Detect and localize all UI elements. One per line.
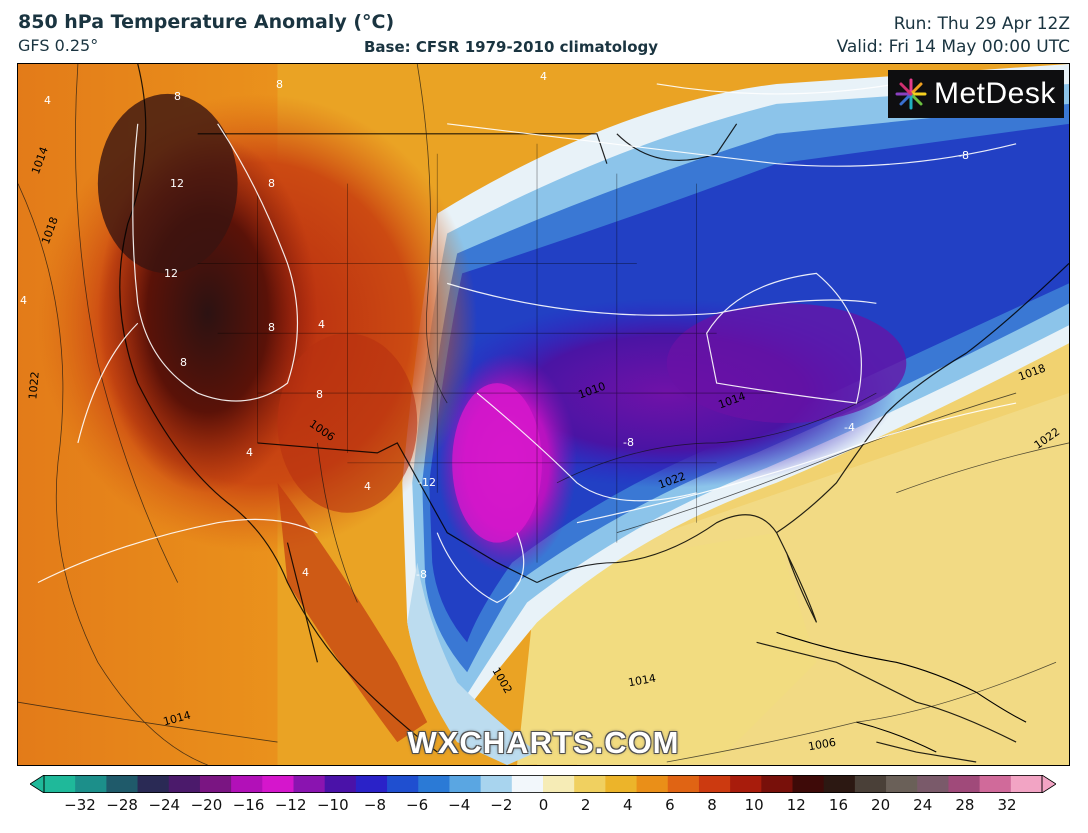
colorbar-ticks: −32 −28 −24 −20 −16 −12 −10 −8 −6 −4 −2 0 2 4 6 8 10 12 16…: [0, 796, 1088, 820]
anomaly-label: -8: [958, 149, 969, 162]
colorbar-segment: [792, 775, 825, 793]
colorbar-segment: [511, 775, 544, 793]
anomaly-label: -4: [844, 421, 855, 434]
colorbar-segment: [137, 775, 170, 793]
anomaly-map[interactable]: 1014 1018 1022 1006 1010 1014 1018 1022 …: [17, 63, 1070, 766]
colorbar-segment: [44, 775, 76, 793]
anomaly-label: 4: [318, 318, 325, 331]
colorbar-segment: [823, 775, 856, 793]
colorbar-segment: [1010, 775, 1043, 793]
anomaly-label: 8: [316, 388, 323, 401]
anomaly-label: 4: [20, 294, 27, 307]
anomaly-label: 12: [164, 267, 178, 280]
colorbar-tick-label: −6: [406, 796, 429, 814]
colorbar-segment: [355, 775, 388, 793]
anomaly-label: -8: [623, 436, 634, 449]
colorbar-tick-label: 8: [707, 796, 717, 814]
colorbar-segment: [418, 775, 451, 793]
colorbar-segment: [480, 775, 513, 793]
colorbar-min-arrow: [30, 775, 45, 793]
anomaly-label: 4: [364, 480, 371, 493]
map-canvas: [18, 64, 1069, 765]
colorbar-segment: [387, 775, 419, 793]
colorbar-segment: [761, 775, 794, 793]
chart-title: 850 hPa Temperature Anomaly (°C): [18, 11, 395, 33]
colorbar-segment: [605, 775, 638, 793]
colorbar-segment: [106, 775, 139, 793]
isobar-label: 1022: [26, 370, 42, 401]
run-time-label: Run: Thu 29 Apr 12Z: [893, 14, 1070, 34]
colorbar-border: [43, 775, 1043, 793]
colorbar: [30, 775, 1056, 793]
colorbar-segment: [698, 775, 731, 793]
colorbar-tick-label: −16: [232, 796, 265, 814]
colorbar-tick-label: −10: [316, 796, 349, 814]
colorbar-segment: [199, 775, 232, 793]
colorbar-tick-label: −28: [106, 796, 138, 814]
colorbar-segment: [324, 775, 357, 793]
metdesk-logo: MetDesk: [888, 70, 1064, 118]
colorbar-tick-label: 12: [786, 796, 806, 814]
anomaly-label: 8: [276, 78, 283, 91]
anomaly-label: 4: [44, 94, 51, 107]
colorbar-segment: [948, 775, 981, 793]
colorbar-tick-label: 4: [622, 796, 633, 814]
colorbar-segment: [574, 775, 606, 793]
colorbar-segment: [293, 775, 326, 793]
anomaly-label: -12: [418, 476, 436, 489]
anomaly-label: -8: [416, 568, 427, 581]
colorbar-tick-label: 28: [955, 796, 975, 814]
colorbar-segment: [636, 775, 669, 793]
colorbar-segment: [979, 775, 1012, 793]
colorbar-tick-label: −20: [190, 796, 223, 814]
colorbar-tick-label: −12: [274, 796, 307, 814]
colorbar-tick-label: 2: [580, 796, 591, 814]
anomaly-label: 4: [246, 446, 253, 459]
model-label: GFS 0.25°: [18, 36, 99, 55]
colorbar-segment: [667, 775, 700, 793]
colorbar-segment: [231, 775, 263, 793]
anomaly-label: 8: [268, 321, 275, 334]
colorbar-segment: [917, 775, 950, 793]
anomaly-label: 4: [540, 70, 547, 83]
metdesk-burst-icon: [895, 78, 927, 110]
colorbar-max-arrow: [1041, 775, 1056, 793]
colorbar-tick-label: −4: [448, 796, 471, 814]
colorbar-tick-label: 10: [744, 796, 764, 814]
colorbar-segment: [730, 775, 762, 793]
colorbar-tick-label: 16: [828, 796, 848, 814]
anomaly-label: 4: [302, 566, 309, 579]
colorbar-tick-label: 20: [871, 796, 891, 814]
climatology-base-label: Base: CFSR 1979-2010 climatology: [364, 38, 659, 56]
anomaly-label: 8: [174, 90, 181, 103]
anomaly-label: 8: [180, 356, 187, 369]
logo-text: MetDesk: [934, 77, 1056, 110]
colorbar-tick-label: −2: [490, 796, 513, 814]
colorbar-tick-label: −24: [148, 796, 181, 814]
colorbar-tick-label: 32: [997, 796, 1017, 814]
colorbar-segment: [449, 775, 482, 793]
colorbar-tick-label: 6: [665, 796, 675, 814]
colorbar-tick-label: −32: [64, 796, 96, 814]
colorbar-tick-label: 0: [538, 796, 549, 814]
colorbar-segment: [168, 775, 201, 793]
watermark: WXCHARTS.COM: [407, 725, 680, 760]
colorbar-segment: [886, 775, 918, 793]
valid-time-label: Valid: Fri 14 May 00:00 UTC: [836, 37, 1070, 57]
colorbar-segment: [543, 775, 575, 793]
colorbar-segment: [854, 775, 887, 793]
colorbar-segment: [262, 775, 295, 793]
anomaly-label: 12: [170, 177, 184, 190]
colorbar-tick-label: 24: [913, 796, 933, 814]
anomaly-label: 8: [268, 177, 275, 190]
colorbar-tick-label: −8: [363, 796, 387, 814]
colorbar-segment: [75, 775, 107, 793]
